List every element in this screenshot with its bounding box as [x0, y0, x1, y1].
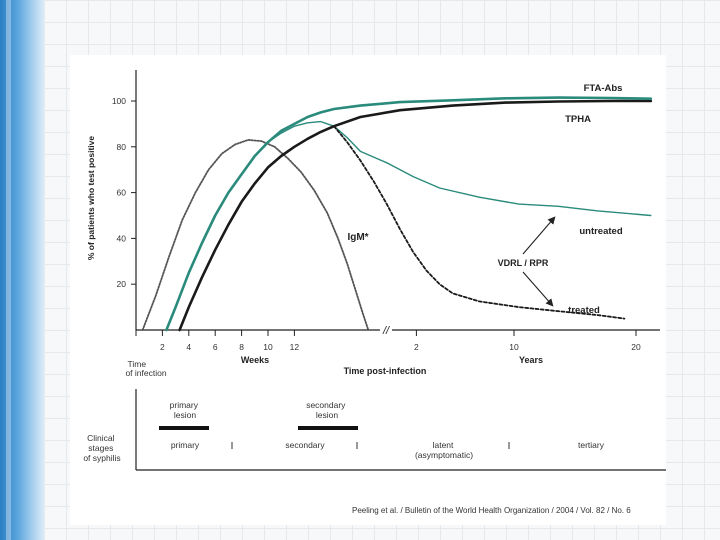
- x-tick-label: 2: [160, 342, 165, 352]
- series-layer: [141, 96, 653, 332]
- x-axis-years-label: Years: [519, 355, 543, 365]
- y-tick-label: 80: [117, 142, 127, 152]
- x-tick-label: 2: [414, 342, 419, 352]
- clinical-stages-label: Clinical stages of syphilis: [83, 433, 120, 463]
- x-tick-label: 6: [213, 342, 218, 352]
- fta-abs-label: FTA-Abs: [584, 83, 623, 94]
- y-axis-label: % of patients who test positive: [86, 136, 96, 260]
- x-tick-label: 20: [631, 342, 641, 352]
- x-tick-label: 4: [186, 342, 191, 352]
- slide-accent-bar: [0, 0, 44, 540]
- y-tick-label: 40: [117, 233, 127, 243]
- vdrl-rpr-label: VDRL / RPR: [498, 258, 549, 268]
- y-tick-label: 100: [112, 96, 126, 106]
- x-tick-label: 10: [509, 342, 519, 352]
- chart-axes: 20 40 60 80 100 2 4 6 8 10 12 2 10 20: [112, 70, 660, 352]
- stage-tertiary: tertiary: [578, 440, 605, 450]
- vdrl-untreated-curve: [165, 120, 652, 331]
- x-tick-label: 10: [263, 342, 273, 352]
- stage-latent-sub: (asymptomatic): [415, 450, 473, 460]
- stage-primary: primary: [171, 440, 200, 450]
- time-of-infection-label: Time of infection: [125, 359, 166, 378]
- y-tick-label: 60: [117, 188, 127, 198]
- stage-secondary: secondary: [285, 440, 325, 450]
- treated-label: treated: [568, 305, 600, 316]
- clinical-timeline: primary lesion secondary lesion Clinical…: [83, 389, 666, 471]
- figure-card: [70, 55, 666, 525]
- x-tick-label: 12: [290, 342, 300, 352]
- primary-lesion-bar: [159, 426, 209, 430]
- secondary-lesion-bar: [298, 426, 358, 430]
- secondary-lesion-label: secondary lesion: [306, 400, 348, 420]
- igm-label: IgM*: [347, 232, 368, 243]
- stage-latent: latent: [433, 440, 454, 450]
- x-axis-title: Time post-infection: [344, 366, 427, 376]
- tpha-label: TPHA: [565, 114, 591, 125]
- arrow-to-untreated: [522, 216, 556, 255]
- arrow-to-treated: [522, 271, 554, 307]
- vdrl-treated-curve: [333, 125, 626, 320]
- y-tick-label: 20: [117, 279, 127, 289]
- x-axis-weeks-label: Weeks: [241, 355, 269, 365]
- fta-abs-curve: [165, 96, 653, 332]
- axis-break-mark: //: [382, 325, 390, 337]
- tpha-curve: [178, 99, 653, 332]
- primary-lesion-label: primary lesion: [170, 400, 201, 420]
- untreated-label: untreated: [579, 226, 622, 237]
- x-tick-label: 8: [239, 342, 244, 352]
- citation: Peeling et al. / Bulletin of the World H…: [352, 506, 631, 515]
